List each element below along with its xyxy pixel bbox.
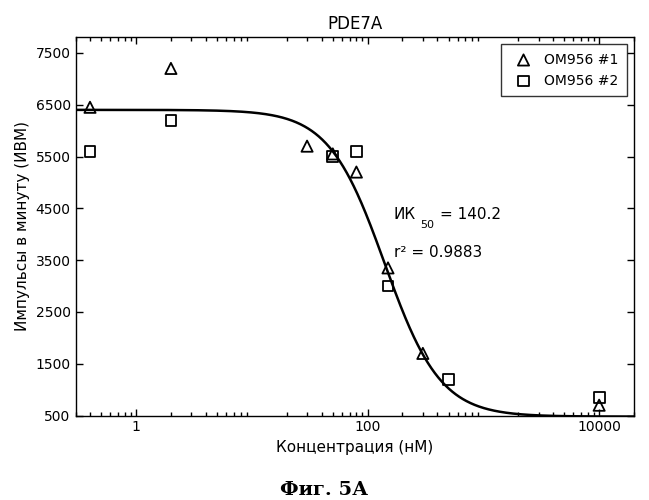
ОМ956 #1 [351,168,361,176]
Text: Фиг. 5А: Фиг. 5А [280,481,369,499]
Text: ИК: ИК [394,207,416,222]
ОМ956 #2 [594,394,604,402]
Legend: ОМ956 #1, ОМ956 #2: ОМ956 #1, ОМ956 #2 [501,44,627,96]
ОМ956 #2 [351,148,361,156]
ОМ956 #1 [594,401,604,409]
ОМ956 #1 [165,64,176,72]
ОМ956 #2 [443,376,454,384]
ОМ956 #2 [85,148,95,156]
Title: PDE7A: PDE7A [327,15,382,33]
ОМ956 #2 [383,282,393,290]
Y-axis label: Импульсы в минуту (ИВМ): Импульсы в минуту (ИВМ) [15,122,30,332]
ОМ956 #2 [165,116,176,124]
ОМ956 #1 [418,350,428,358]
ОМ956 #1 [85,104,95,112]
Text: r² = 0.9883: r² = 0.9883 [394,244,482,260]
Text: 50: 50 [420,220,434,230]
ОМ956 #2 [328,152,338,160]
Text: = 140.2: = 140.2 [439,207,500,222]
ОМ956 #1 [302,142,312,150]
X-axis label: Концентрация (нМ): Концентрация (нМ) [276,440,434,455]
ОМ956 #1 [383,264,393,272]
ОМ956 #1 [328,150,338,158]
